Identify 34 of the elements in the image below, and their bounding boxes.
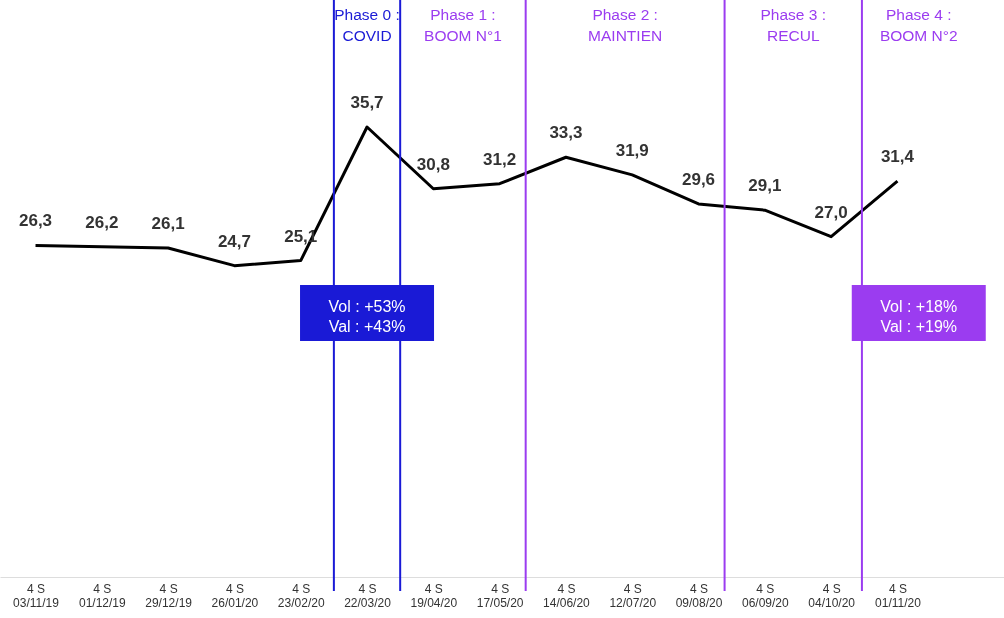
x-tick-label: 4 S 03/11/19 — [13, 581, 60, 610]
data-label: 29,6 — [681, 169, 716, 189]
x-tick-label: 4 S 06/09/20 — [741, 581, 790, 610]
x-tick-label: 4 S 19/04/20 — [410, 581, 458, 610]
ref-line-label: Phase 3 : RECUL — [760, 6, 826, 44]
x-tick-label: 4 S 26/01/20 — [211, 581, 259, 610]
data-label: 31,2 — [483, 149, 517, 169]
data-label: 26,3 — [18, 211, 53, 231]
ref-line-label: Phase 0 : COVID — [334, 6, 400, 44]
data-label: 30,8 — [416, 154, 450, 174]
data-label: 31,9 — [615, 140, 649, 160]
data-label: 29,1 — [748, 176, 782, 196]
data-label: 33,3 — [549, 123, 583, 143]
data-label: 35,7 — [350, 93, 384, 112]
ref-line-label: Phase 4 : BOOM N°2 — [879, 6, 958, 44]
x-tick-label: 4 S 22/03/20 — [344, 581, 392, 610]
x-tick-label: 4 S 12/07/20 — [609, 581, 657, 610]
x-tick-label: 4 S 01/12/19 — [78, 581, 126, 610]
x-tick-label: 4 S 29/12/19 — [145, 581, 193, 610]
x-tick-label: 4 S 23/02/20 — [277, 581, 325, 610]
x-tick-label: 4 S 09/08/20 — [675, 581, 723, 610]
data-label: 27,0 — [814, 202, 848, 222]
x-tick-label: 4 S 04/10/20 — [808, 581, 856, 610]
text: Vol : +18% Val : +19% — [880, 298, 958, 335]
data-label: 24,7 — [217, 231, 251, 251]
data-label: 31,4 — [880, 147, 915, 167]
x-tick-label: 4 S 14/06/20 — [543, 581, 591, 610]
x-tick-label: 4 S 17/05/20 — [476, 581, 524, 610]
text: Vol : +53% Val : +43% — [328, 298, 406, 335]
data-label: 26,1 — [151, 214, 185, 234]
data-label: 26,2 — [85, 212, 119, 232]
x-tick-label: 4 S 01/11/20 — [875, 581, 922, 610]
ref-line-label: Phase 2 : MAINTIEN — [588, 6, 663, 44]
ref-line-label: Phase 1 : BOOM N°1 — [424, 6, 502, 44]
